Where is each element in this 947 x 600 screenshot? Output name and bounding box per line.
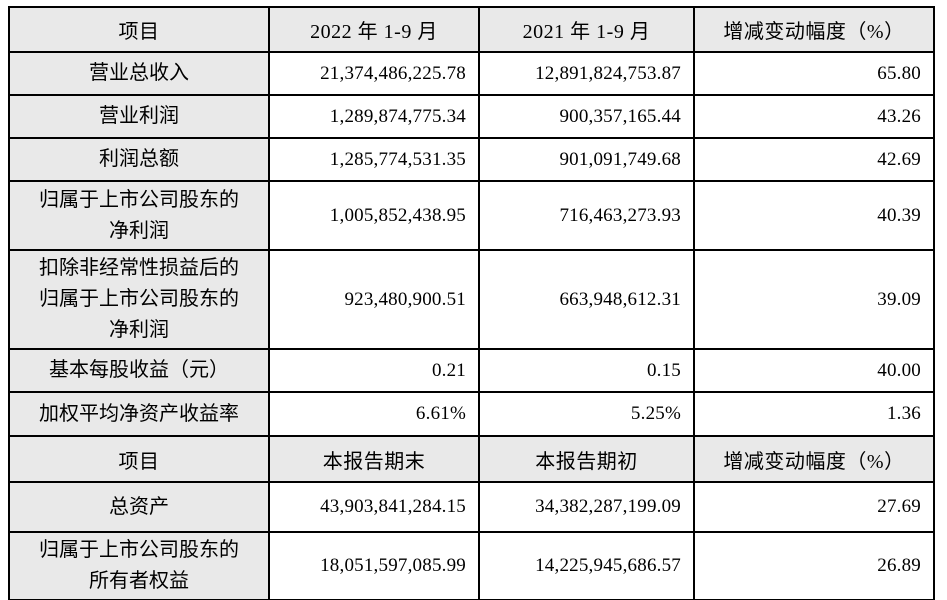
header-change-pct: 增减变动幅度（%） bbox=[693, 435, 935, 483]
header-change-pct: 增减变动幅度（%） bbox=[693, 6, 935, 53]
value-current: 18,051,597,085.99 bbox=[268, 531, 480, 600]
value-prior: 34,382,287,199.09 bbox=[478, 481, 695, 533]
row-label: 归属于上市公司股东的 净利润 bbox=[8, 180, 270, 251]
section1-header-row: 项目 2022 年 1-9 月 2021 年 1-9 月 增减变动幅度（%） bbox=[8, 6, 935, 53]
row-total-profit: 利润总额 1,285,774,531.35 901,091,749.68 42.… bbox=[8, 137, 935, 182]
value-current: 1,289,874,775.34 bbox=[268, 94, 480, 139]
value-prior: 900,357,165.44 bbox=[478, 94, 695, 139]
row-net-profit-attributable: 归属于上市公司股东的 净利润 1,005,852,438.95 716,463,… bbox=[8, 180, 935, 251]
row-operating-profit: 营业利润 1,289,874,775.34 900,357,165.44 43.… bbox=[8, 94, 935, 139]
row-label: 营业利润 bbox=[8, 94, 270, 139]
value-prior: 663,948,612.31 bbox=[478, 249, 695, 350]
value-prior: 12,891,824,753.87 bbox=[478, 51, 695, 96]
row-label: 总资产 bbox=[8, 481, 270, 533]
value-current: 0.21 bbox=[268, 348, 480, 393]
value-change: 42.69 bbox=[693, 137, 935, 182]
value-prior: 716,463,273.93 bbox=[478, 180, 695, 251]
value-current: 923,480,900.51 bbox=[268, 249, 480, 350]
value-change: 43.26 bbox=[693, 94, 935, 139]
value-prior: 0.15 bbox=[478, 348, 695, 393]
header-period-start: 本报告期初 bbox=[478, 435, 695, 483]
value-current: 1,005,852,438.95 bbox=[268, 180, 480, 251]
value-prior: 901,091,749.68 bbox=[478, 137, 695, 182]
value-change: 39.09 bbox=[693, 249, 935, 350]
financial-results-table: 项目 2022 年 1-9 月 2021 年 1-9 月 增减变动幅度（%） 营… bbox=[8, 6, 935, 600]
value-change: 65.80 bbox=[693, 51, 935, 96]
row-basic-eps: 基本每股收益（元） 0.21 0.15 40.00 bbox=[8, 348, 935, 393]
section2-header-row: 项目 本报告期末 本报告期初 增减变动幅度（%） bbox=[8, 435, 935, 483]
value-current: 43,903,841,284.15 bbox=[268, 481, 480, 533]
value-prior: 14,225,945,686.57 bbox=[478, 531, 695, 600]
value-current: 6.61% bbox=[268, 391, 480, 437]
row-label: 加权平均净资产收益率 bbox=[8, 391, 270, 437]
row-weighted-average-roe: 加权平均净资产收益率 6.61% 5.25% 1.36 bbox=[8, 391, 935, 437]
value-change: 40.00 bbox=[693, 348, 935, 393]
value-change: 27.69 bbox=[693, 481, 935, 533]
header-period-2021: 2021 年 1-9 月 bbox=[478, 6, 695, 53]
value-current: 21,374,486,225.78 bbox=[268, 51, 480, 96]
value-change: 40.39 bbox=[693, 180, 935, 251]
header-period-2022: 2022 年 1-9 月 bbox=[268, 6, 480, 53]
row-label: 基本每股收益（元） bbox=[8, 348, 270, 393]
value-change: 26.89 bbox=[693, 531, 935, 600]
row-equity-attributable: 归属于上市公司股东的 所有者权益 18,051,597,085.99 14,22… bbox=[8, 531, 935, 600]
row-label: 扣除非经常性损益后的 归属于上市公司股东的 净利润 bbox=[8, 249, 270, 350]
value-change: 1.36 bbox=[693, 391, 935, 437]
row-total-operating-revenue: 营业总收入 21,374,486,225.78 12,891,824,753.8… bbox=[8, 51, 935, 96]
row-label: 归属于上市公司股东的 所有者权益 bbox=[8, 531, 270, 600]
header-item: 项目 bbox=[8, 6, 270, 53]
row-net-profit-excl-nonrecurring: 扣除非经常性损益后的 归属于上市公司股东的 净利润 923,480,900.51… bbox=[8, 249, 935, 350]
header-item: 项目 bbox=[8, 435, 270, 483]
row-total-assets: 总资产 43,903,841,284.15 34,382,287,199.09 … bbox=[8, 481, 935, 533]
value-prior: 5.25% bbox=[478, 391, 695, 437]
value-current: 1,285,774,531.35 bbox=[268, 137, 480, 182]
row-label: 营业总收入 bbox=[8, 51, 270, 96]
header-period-end: 本报告期末 bbox=[268, 435, 480, 483]
row-label: 利润总额 bbox=[8, 137, 270, 182]
